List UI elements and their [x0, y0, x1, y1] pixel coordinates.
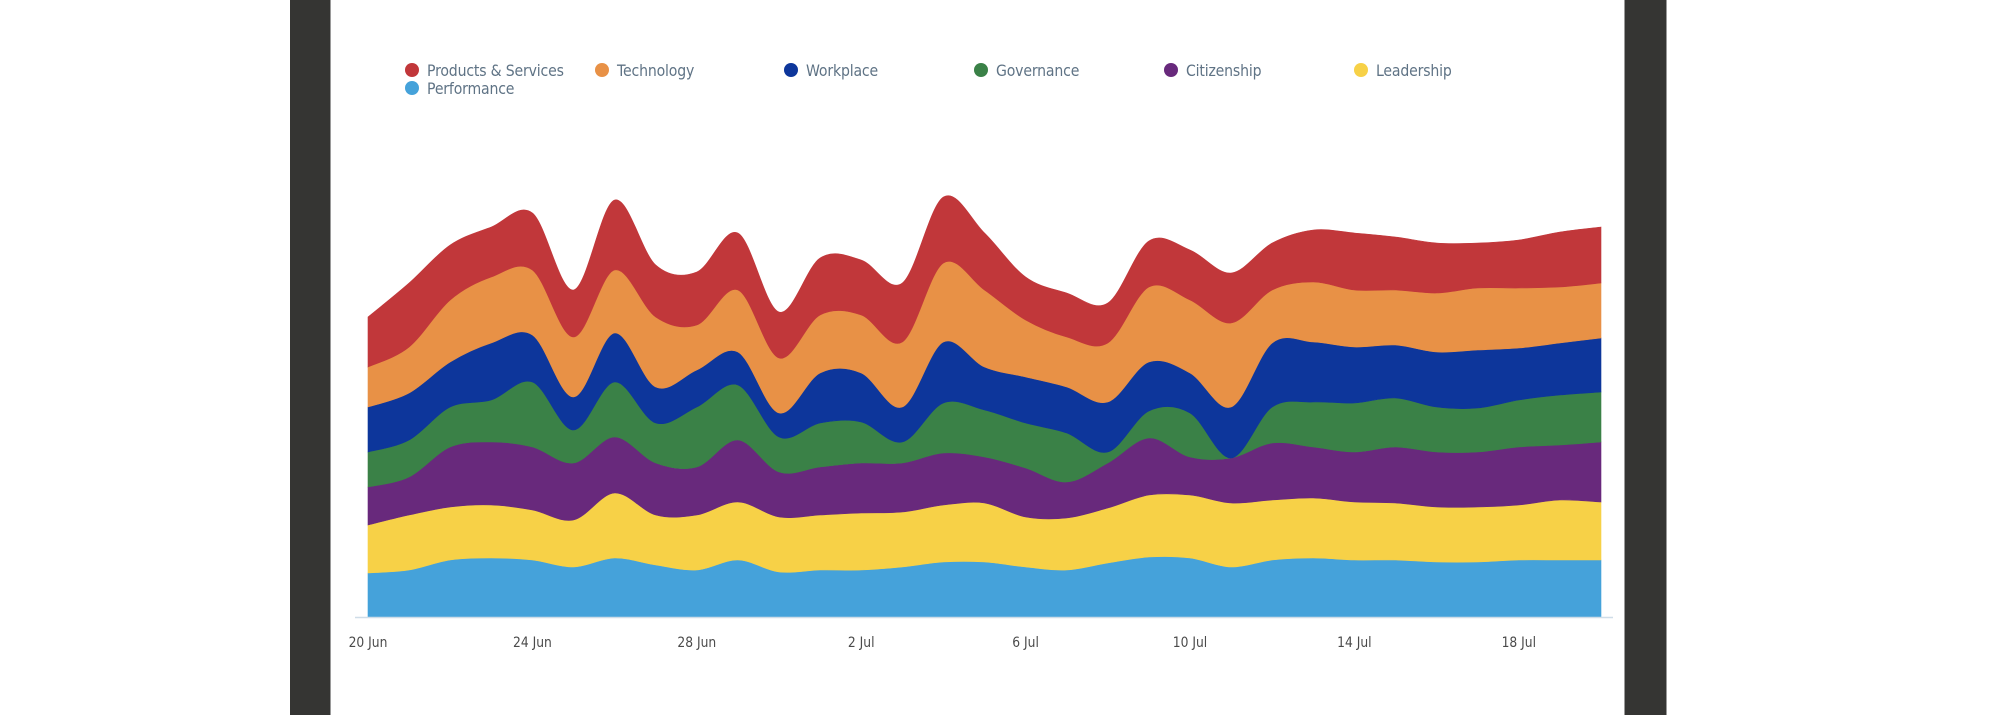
legend-label: Leadership [1376, 60, 1452, 80]
area-layers [367, 195, 1602, 618]
legend-item-citizenship[interactable]: Citizenship [1164, 60, 1272, 80]
right-frame-bar [1624, 0, 1667, 715]
x-tick-label: 14 Jul [1337, 635, 1371, 651]
legend-label: Citizenship [1186, 60, 1262, 80]
x-tick-label: 10 Jul [1173, 635, 1207, 651]
legend-label: Technology [617, 60, 695, 80]
x-tick-label: 20 Jun [349, 635, 388, 651]
x-tick-label: 2 Jul [848, 635, 875, 651]
legend-label: Performance [427, 78, 515, 98]
x-tick-label: 24 Jun [513, 635, 552, 651]
legend-item-workplace[interactable]: Workplace [784, 60, 888, 80]
legend-label: Governance [996, 60, 1080, 80]
legend-label: Workplace [806, 60, 878, 80]
x-tick-label: 28 Jun [677, 635, 716, 651]
area-series-performance[interactable] [367, 556, 1602, 618]
x-axis-ticks: 20 Jun 24 Jun 28 Jun 2 Jul 6 Jul 10 Jul 14 Jul… [349, 635, 1536, 651]
legend-item-leadership[interactable]: Leadership [1354, 60, 1462, 80]
legend-dot-icon [974, 63, 988, 77]
legend-dot-icon [1354, 63, 1368, 77]
legend-label: Products & Services [427, 60, 564, 80]
x-tick-label: 6 Jul [1012, 635, 1039, 651]
legend-item-performance[interactable]: Performance [405, 78, 526, 98]
legend-dot-icon [1164, 63, 1178, 77]
x-tick-label: 18 Jul [1502, 635, 1536, 651]
area-series-products-services[interactable] [367, 195, 1602, 368]
legend-item-products-services[interactable]: Products & Services [405, 60, 582, 80]
legend-dot-icon [595, 63, 609, 77]
legend-item-governance[interactable]: Governance [974, 60, 1091, 80]
legend-dot-icon [405, 81, 419, 95]
legend-item-technology[interactable]: Technology [595, 60, 705, 80]
legend-dot-icon [784, 63, 798, 77]
left-frame-bar [290, 0, 331, 715]
legend-dot-icon [405, 63, 419, 77]
